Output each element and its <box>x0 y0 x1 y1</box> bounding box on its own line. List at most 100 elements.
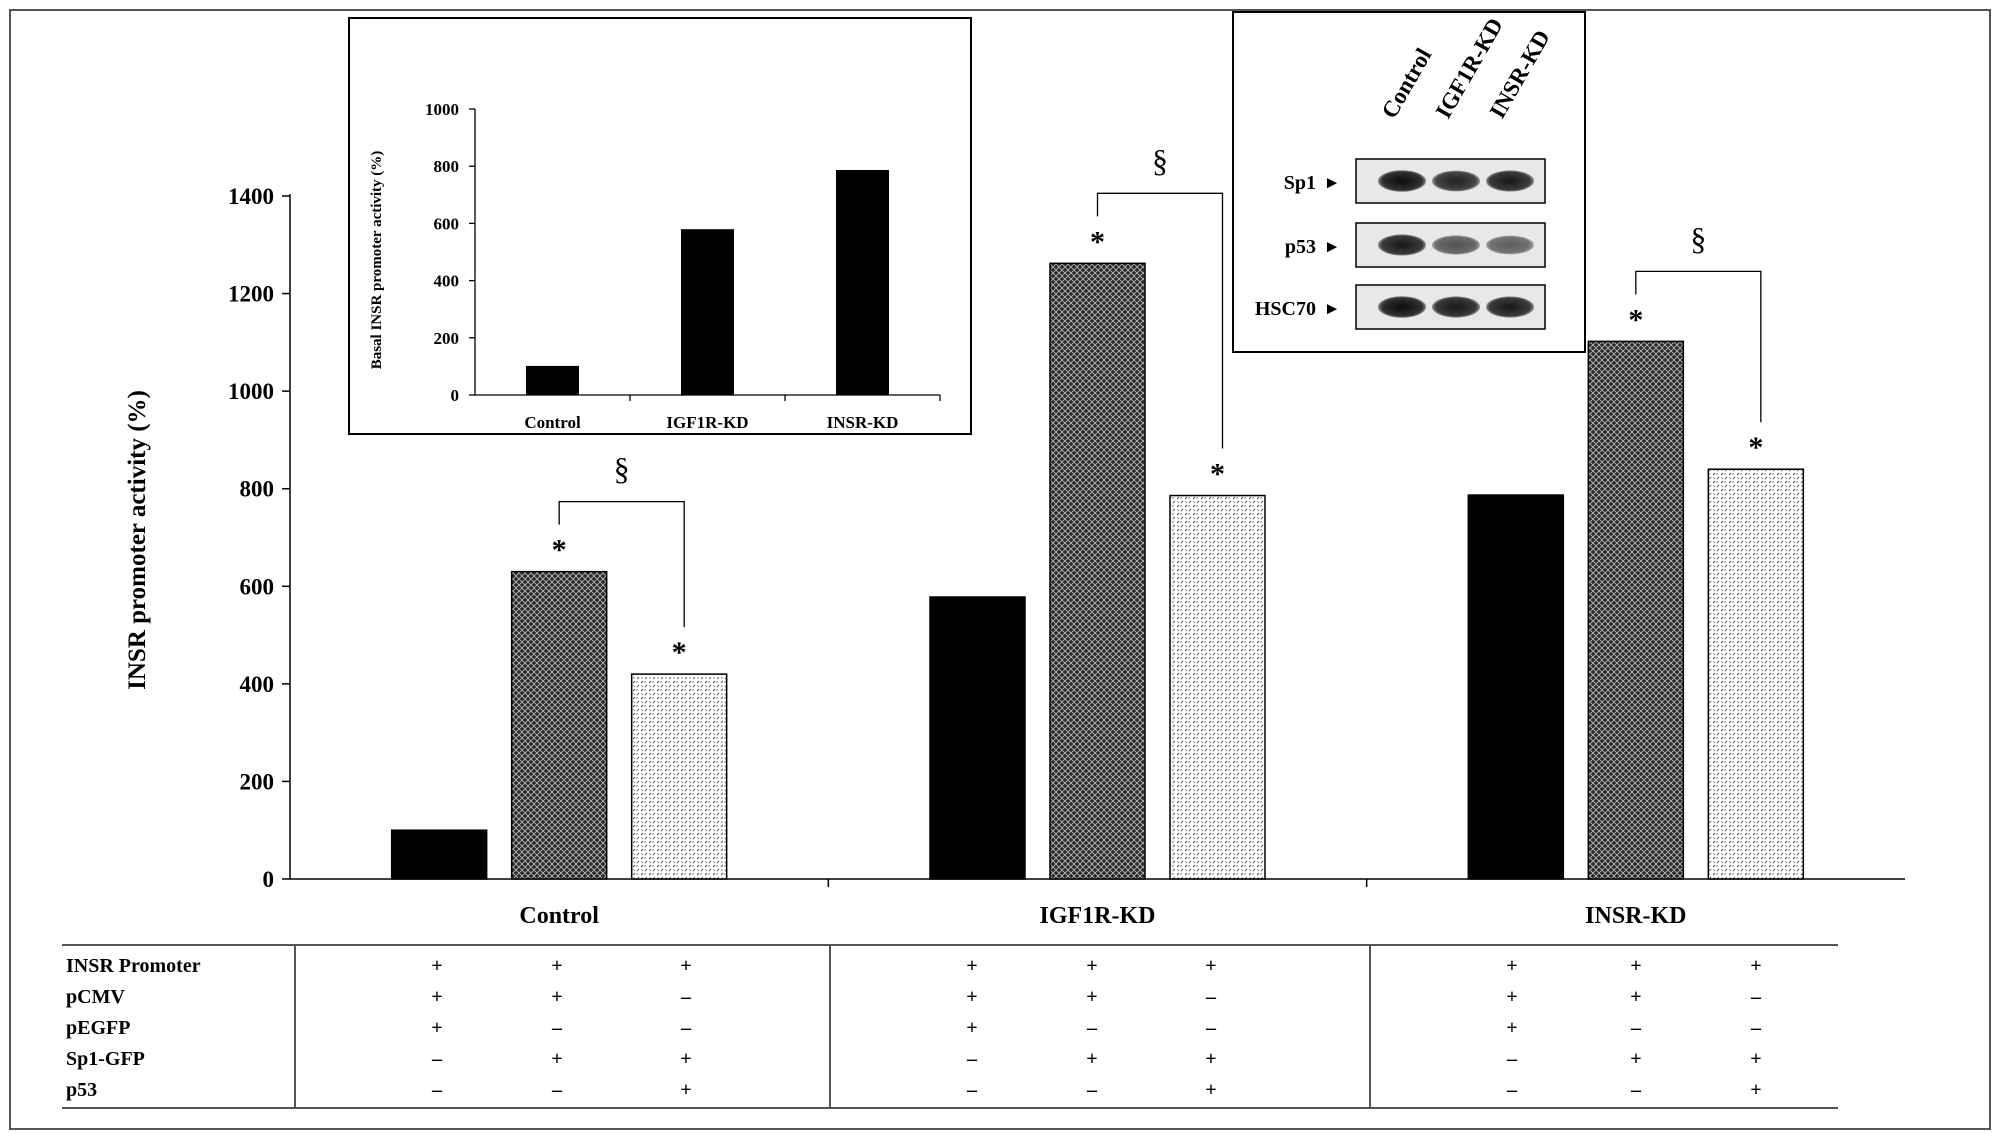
inset-x-category-label: IGF1R-KD <box>666 413 748 432</box>
blot-band <box>1432 296 1480 318</box>
section-sign-label: § <box>1690 220 1706 256</box>
significance-bracket <box>558 500 685 628</box>
blot-band <box>1378 170 1426 192</box>
significance-asterisk: * <box>1090 225 1105 258</box>
blot-band <box>1486 170 1534 192</box>
significance-asterisk: * <box>1748 431 1763 464</box>
condition-cell: – <box>966 1079 978 1101</box>
condition-cell: – <box>966 1048 978 1070</box>
condition-cell: – <box>1630 1079 1642 1101</box>
condition-row-label: pEGFP <box>66 1017 130 1039</box>
main-bar <box>929 596 1026 880</box>
significance-asterisk: * <box>1210 458 1225 491</box>
main-y-tick-label: 200 <box>240 769 275 794</box>
condition-cell: + <box>1630 986 1641 1008</box>
condition-cell: + <box>1205 955 1216 977</box>
condition-cell: + <box>551 1048 562 1070</box>
inset-y-tick-label: 1000 <box>425 100 459 119</box>
main-annotations: * * * * * * § § § <box>552 142 1764 669</box>
main-y-tick-label: 800 <box>240 477 275 502</box>
main-y-tick-label: 1200 <box>228 282 274 307</box>
condition-row-label: INSR Promoter <box>66 955 201 977</box>
condition-cell: + <box>966 1017 977 1039</box>
condition-cell: – <box>1205 986 1217 1008</box>
condition-cell: + <box>551 986 562 1008</box>
condition-cell: – <box>680 986 692 1008</box>
main-bar <box>1169 494 1266 880</box>
condition-cell: – <box>551 1017 563 1039</box>
condition-cell: – <box>1205 1017 1217 1039</box>
condition-cell: + <box>1506 955 1517 977</box>
condition-cell: – <box>1506 1079 1518 1101</box>
main-bar <box>390 829 488 880</box>
significance-bracket <box>1096 192 1224 449</box>
condition-cell: – <box>1506 1048 1518 1070</box>
significance-asterisk: * <box>552 534 567 567</box>
main-y-tick-label: 400 <box>240 672 275 697</box>
main-y-tick-label: 1000 <box>228 379 274 404</box>
inset-y-tick-label: 400 <box>434 272 460 291</box>
significance-asterisk: * <box>1628 303 1643 336</box>
inset-y-tick-label: 200 <box>434 329 460 348</box>
main-x-category-label: IGF1R-KD <box>1040 903 1156 929</box>
main-bar <box>1707 468 1805 880</box>
condition-cell: + <box>1750 1048 1761 1070</box>
blot-band-label: HSC70 <box>1255 298 1316 320</box>
condition-cell: + <box>551 955 562 977</box>
condition-cell: + <box>1205 1079 1216 1101</box>
blot-band-label: p53 <box>1285 236 1316 258</box>
condition-cell: + <box>680 955 691 977</box>
condition-cell: + <box>966 986 977 1008</box>
condition-cell: + <box>1630 955 1641 977</box>
blot-arrow-icon: ► <box>1324 299 1341 318</box>
main-axes: 0 200 400 600 800 1000 1200 1400 Control IGF1R-KD… <box>228 184 1905 929</box>
condition-cell: + <box>431 955 442 977</box>
inset-y-axis-label: Basal INSR promoter activity (%) <box>369 151 385 370</box>
section-sign-label: § <box>614 451 630 487</box>
condition-cell: + <box>680 1079 691 1101</box>
blot-band <box>1432 170 1480 192</box>
blot-band <box>1486 235 1534 255</box>
inset-y-tick-label: 600 <box>434 214 460 233</box>
condition-row-label: Sp1-GFP <box>66 1048 145 1070</box>
main-y-tick-label: 600 <box>240 574 275 599</box>
inset-x-category-label: Control <box>524 413 581 432</box>
condition-cell: + <box>1086 986 1097 1008</box>
condition-cell: – <box>551 1079 563 1101</box>
condition-cell: – <box>1086 1079 1098 1101</box>
condition-cell: + <box>431 986 442 1008</box>
inset-bar <box>681 229 734 396</box>
condition-cell: + <box>680 1048 691 1070</box>
condition-cell: + <box>966 955 977 977</box>
main-bar <box>1049 262 1146 880</box>
main-y-tick-label: 1400 <box>228 184 274 209</box>
condition-row-label: p53 <box>66 1079 97 1101</box>
blot-band <box>1378 234 1426 256</box>
inset-y-tick-label: 0 <box>451 386 460 405</box>
condition-table: INSR Promoter + + + + + + + + + pCMV + + – + + – + + – pEGFP… <box>62 944 1838 1109</box>
significance-bracket <box>1635 270 1762 423</box>
significance-asterisk: * <box>672 636 687 669</box>
condition-cell: + <box>1750 955 1761 977</box>
blot-arrow-icon: ► <box>1324 173 1341 192</box>
blot-band <box>1378 296 1426 318</box>
condition-row-label: pCMV <box>66 986 125 1008</box>
condition-cell: + <box>1750 1079 1761 1101</box>
blot-band <box>1432 235 1480 255</box>
inset-bars <box>526 169 889 396</box>
condition-cell: + <box>1506 1017 1517 1039</box>
main-bar <box>510 570 608 880</box>
inset-bar <box>526 365 579 396</box>
condition-cell: + <box>1630 1048 1641 1070</box>
main-x-category-label: Control <box>519 903 599 929</box>
condition-cell: – <box>1750 1017 1762 1039</box>
condition-cell: – <box>1086 1017 1098 1039</box>
inset-bar <box>836 169 889 396</box>
main-bar <box>630 673 728 880</box>
condition-cell: – <box>431 1079 443 1101</box>
main-x-category-label: INSR-KD <box>1585 903 1686 929</box>
main-bars <box>390 262 1805 880</box>
main-y-axis-label: INSR promoter activity (%) <box>124 390 151 690</box>
